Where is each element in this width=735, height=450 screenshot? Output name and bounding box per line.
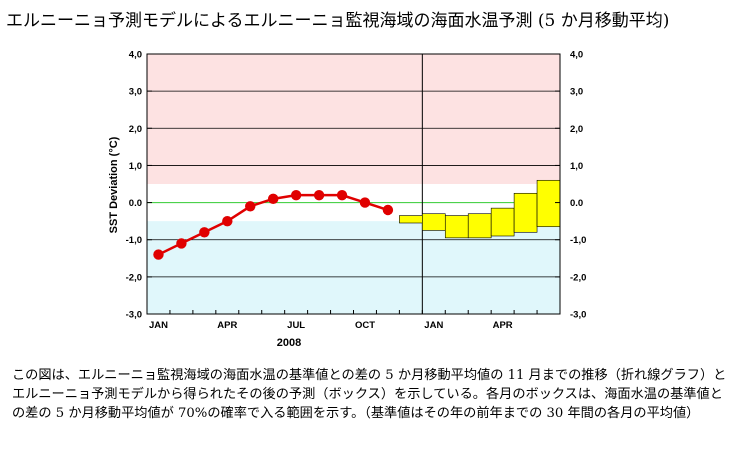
observed-series (153, 189, 394, 260)
observed-point (313, 189, 325, 201)
y-axis-label: SST Deviation (°C) (108, 136, 120, 233)
forecast-box (536, 179, 561, 228)
observed-point (176, 238, 187, 249)
y-tick-label: 2,0 (570, 124, 583, 135)
y-tick-label: -3,0 (570, 310, 586, 321)
observed-point (222, 215, 233, 227)
x-ticks: JAN APR JUL OCT JAN APR (146, 310, 561, 331)
x-tick-label: OCT (355, 320, 375, 331)
observed-point (359, 197, 371, 208)
x-tick-label: JAN (424, 320, 443, 331)
y-tick-label: -3,0 (126, 310, 142, 321)
observed-point (199, 227, 210, 238)
forecast-box (444, 215, 469, 239)
page-title: エルニーニョ予測モデルによるエルニーニョ監視海域の海面水温予測 (5 か月移動平… (6, 11, 670, 31)
forecast-box (399, 215, 423, 224)
y-tick-label: 4,0 (570, 50, 583, 61)
observed-point (245, 201, 256, 212)
y-tick-label: -1,0 (570, 235, 586, 246)
y-ticks-left: 4,0 3,0 2,0 1,0 0.0 -1,0 -2,0 -3,0 (126, 50, 152, 321)
x-tick-label: JAN (149, 320, 168, 331)
forecast-box (490, 207, 515, 237)
y-tick-label: 1,0 (129, 161, 142, 172)
forecast-box (422, 213, 446, 231)
y-tick-label: 2,0 (129, 124, 142, 135)
x-tick-label: APR (217, 320, 237, 331)
y-tick-label: 3,0 (570, 87, 583, 98)
forecast-box (467, 213, 492, 239)
sst-chart: 4,0 3,0 2,0 1,0 0.0 -1,0 -2,0 -3,0 4,0 3,0 2,0 1,0… (108, 50, 586, 350)
x-tick-label: JUL (287, 320, 305, 331)
y-tick-label: -2,0 (126, 272, 142, 283)
y-tick-label: 0.0 (570, 198, 583, 209)
observed-point (336, 189, 348, 201)
range-bands (147, 54, 560, 314)
x-tick-label: APR (493, 320, 513, 331)
caption: この図は、エルニーニョ監視海域の海面水温の基準値との差の 5 か月移動平均値の … (12, 368, 727, 421)
y-tick-label: -2,0 (570, 272, 586, 283)
y-tick-label: 4,0 (129, 50, 142, 61)
observed-point (267, 193, 279, 205)
observed-point (153, 249, 164, 260)
y-tick-label: 0.0 (129, 198, 142, 209)
y-ticks-right: 4,0 3,0 2,0 1,0 0.0 -1,0 -2,0 -3,0 (555, 50, 586, 321)
x-axis-label: 2008 (277, 337, 301, 349)
y-tick-label: -1,0 (126, 235, 142, 246)
y-tick-label: 1,0 (570, 161, 583, 172)
band-0 (147, 54, 560, 184)
grid-lines (147, 54, 560, 314)
observed-point (382, 204, 394, 216)
forecast-boxes (399, 179, 561, 239)
observed-point (290, 189, 302, 201)
forecast-box (513, 192, 538, 233)
y-tick-label: 3,0 (129, 87, 142, 98)
